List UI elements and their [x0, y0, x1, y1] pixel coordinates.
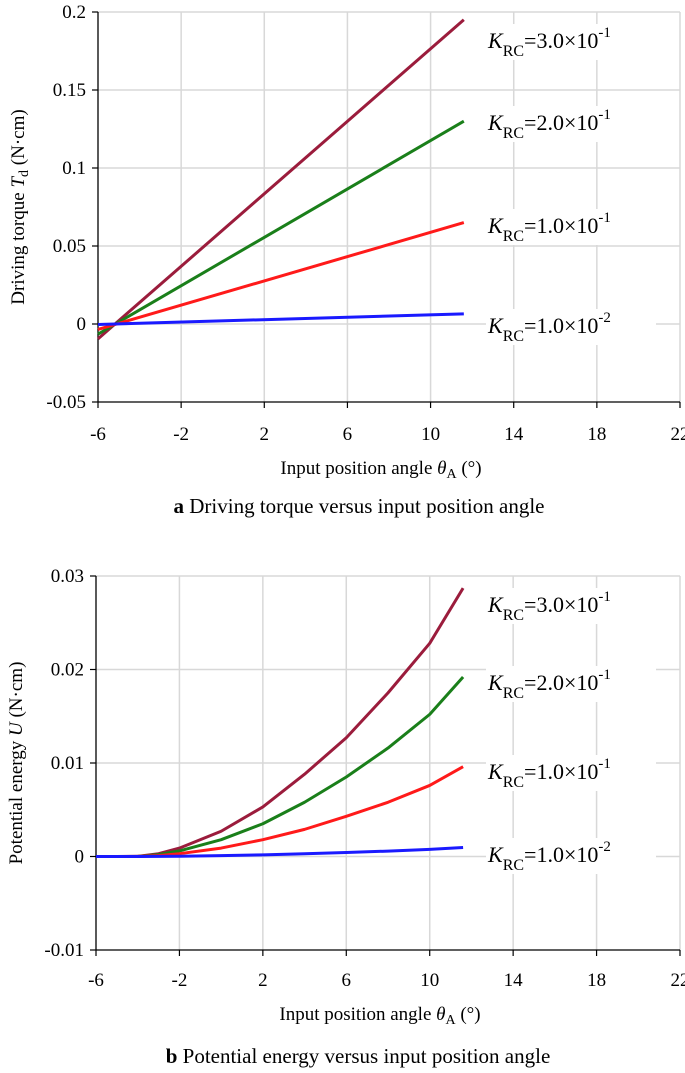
series-label-2: KRC=1.0×10-1	[487, 210, 611, 245]
y-tick-label: 0	[75, 847, 85, 868]
y-tick-label: -0.05	[46, 392, 86, 413]
series-label-backdrop	[486, 209, 656, 245]
y-tick-label: 0.03	[51, 566, 84, 587]
series-label-2: KRC=1.0×10-1	[487, 756, 611, 791]
x-axis-label: Input position angle θA (°)	[280, 458, 481, 482]
series-label-backdrop	[486, 588, 656, 624]
x-tick-label: -2	[172, 970, 188, 991]
series-line-1	[96, 675, 465, 858]
x-axis-label: Input position angle θA (°)	[279, 1004, 480, 1028]
y-tick-label: 0	[77, 314, 87, 335]
x-tick-label: 2	[260, 424, 270, 445]
series-label-0: KRC=3.0×10-1	[487, 25, 611, 60]
series-label-backdrop	[486, 309, 656, 345]
series-line-1	[97, 119, 465, 336]
x-tick-label: 14	[504, 970, 524, 991]
x-tick-label: -6	[90, 424, 106, 445]
series-line-2	[97, 221, 465, 331]
y-axis-label: Driving torque Td (N·cm)	[8, 109, 32, 304]
series-label-1: KRC=2.0×10-1	[487, 667, 611, 702]
x-tick-label: 10	[420, 970, 439, 991]
figure-caption: b Potential energy versus input position…	[166, 1044, 551, 1068]
x-tick-label: -6	[88, 970, 104, 991]
chart-driving-torque: -6 -2 2 6 10 14 18 22 -0.05 0 0.05 0.1 0.15 0.2 KRC=3.…	[8, 2, 685, 518]
series-label-3: KRC=1.0×10-2	[487, 839, 611, 874]
series-label-1: KRC=2.0×10-1	[487, 107, 611, 142]
x-tick-label: 6	[343, 424, 353, 445]
x-tick-label: 2	[258, 970, 268, 991]
y-tick-label: 0.15	[53, 80, 86, 101]
x-tick-label: 22	[671, 424, 685, 445]
x-tick-label: 6	[342, 970, 352, 991]
series-line-3	[97, 312, 464, 326]
series-label-backdrop	[486, 24, 656, 60]
y-tick-label: 0.01	[51, 753, 84, 774]
figure-caption: a Driving torque versus input position a…	[174, 494, 545, 518]
x-tick-label: -2	[173, 424, 189, 445]
y-tick-label: -0.01	[44, 940, 84, 961]
chart-potential-energy: -6 -2 2 6 10 14 18 22 -0.01 0 0.01 0.02 0.03 KRC=3.0×…	[6, 566, 685, 1068]
x-tick-label: 22	[671, 970, 685, 991]
series-label-backdrop	[486, 755, 656, 791]
y-tick-label: 0.02	[51, 660, 84, 681]
series-label-0: KRC=3.0×10-1	[487, 589, 611, 624]
x-tick-label: 10	[421, 424, 440, 445]
y-tick-label: 0.05	[53, 236, 86, 257]
series-line-3	[96, 846, 464, 858]
series-line-0	[97, 18, 465, 340]
y-tick-label: 0.1	[62, 158, 86, 179]
series-label-backdrop	[486, 106, 656, 142]
series-label-3: KRC=1.0×10-2	[487, 310, 611, 345]
y-tick-label: 0.2	[62, 2, 86, 23]
x-tick-label: 18	[587, 424, 606, 445]
series-label-backdrop	[486, 838, 656, 874]
x-tick-label: 14	[504, 424, 524, 445]
series-label-backdrop	[486, 666, 656, 702]
x-tick-label: 18	[587, 970, 606, 991]
y-axis-label: Potential energy U (N·cm)	[6, 662, 27, 865]
series-line-2	[96, 765, 464, 858]
